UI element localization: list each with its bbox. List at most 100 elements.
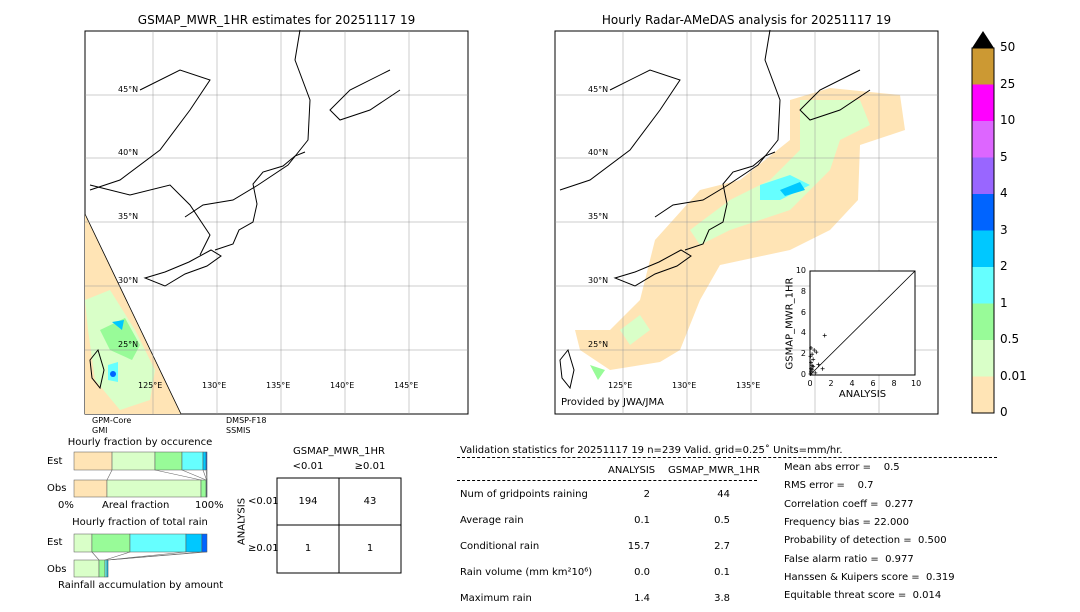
rain-obs-label: Obs <box>47 564 67 575</box>
colorbar-label: 0.01 <box>1000 368 1027 383</box>
scatter-ytick: 0 <box>800 370 806 379</box>
lon-label: 135°E <box>736 381 761 390</box>
bar-segment <box>73 533 93 553</box>
colorbar-segment <box>972 230 994 267</box>
lon-label: 145°E <box>394 381 419 390</box>
scatter-point <box>816 362 821 367</box>
connector-line <box>154 469 202 481</box>
stat-gsmap: 3.8 <box>714 593 730 604</box>
stat-label: Conditional rain <box>460 541 540 552</box>
colorbar-label: 50 <box>1000 40 1016 54</box>
row-axis-label: ANALYSIS <box>236 497 248 546</box>
satellite-2: DMSP-F18 SSMIS <box>226 416 267 435</box>
bar-segment <box>200 479 207 498</box>
colorbar-label: 10 <box>1000 113 1016 127</box>
lat-label: 45°N <box>588 85 609 94</box>
stat-gsmap: 44 <box>717 489 730 500</box>
occ-obs-label: Obs <box>47 483 67 494</box>
connector-line <box>202 469 207 481</box>
cell-0-0: 194 <box>298 496 318 507</box>
rain-xlabel: Rainfall accumulation by amount <box>58 580 224 591</box>
cell-1-1: 1 <box>366 543 374 554</box>
satellite-1: GPM-Core GMI <box>92 416 132 435</box>
colorbar-label: 5 <box>1000 149 1008 164</box>
lon-label: 125°E <box>608 381 633 390</box>
colorbar <box>971 31 995 414</box>
bar-segment <box>104 559 108 578</box>
scatter-xtick: 2 <box>828 379 834 388</box>
row-label-1: ≥0.01 <box>248 543 279 554</box>
connector-line <box>106 469 113 481</box>
lat-label: 25°N <box>588 340 609 349</box>
connector-line <box>108 551 208 561</box>
scatter-point <box>811 364 816 369</box>
scatter-xtick: 10 <box>911 379 922 388</box>
scatter-ytick: 10 <box>795 266 806 275</box>
colorbar-label: 1 <box>1000 295 1008 310</box>
score-line: Probability of detection = 0.500 <box>784 535 947 547</box>
rain-est-label: Est <box>47 537 63 548</box>
colorbar-segment <box>972 303 994 340</box>
lat-label: 30°N <box>588 276 609 285</box>
occ-xlabel: Areal fraction <box>102 500 170 511</box>
colorbar-segment <box>972 194 994 231</box>
colorbar-label: 0.5 <box>1000 332 1020 346</box>
connector-line <box>91 551 100 561</box>
score-line: Correlation coeff = 0.277 <box>784 498 914 510</box>
score-line: Frequency bias = 22.000 <box>784 516 910 528</box>
colorbar-segment <box>972 376 994 413</box>
scatter-point <box>809 345 814 350</box>
cell-1-0: 1 <box>304 543 312 554</box>
scatter-ytick: 6 <box>800 307 806 317</box>
colorbar-label: 25 <box>1000 76 1016 91</box>
colorbar-segment <box>972 84 994 121</box>
stat-analysis: 0.1 <box>634 515 650 526</box>
stat-gsmap: 0.1 <box>714 567 730 578</box>
colorbar-label: 3 <box>1000 222 1008 237</box>
row-label-0: <0.01 <box>248 496 279 507</box>
connector-line <box>181 469 207 481</box>
col-label-1: ≥0.01 <box>354 461 386 472</box>
colorbar-label: 2 <box>1000 259 1008 273</box>
lon-label: 130°E <box>672 381 697 390</box>
scatter-point <box>820 366 825 371</box>
bar-segment <box>111 451 156 471</box>
scatter-point <box>812 348 817 353</box>
lat-label: 30°N <box>118 276 139 285</box>
occurrence-title: Hourly fraction by occurence <box>67 437 213 448</box>
lat-label: 45°N <box>118 85 139 94</box>
stat-analysis: 1.4 <box>634 593 650 604</box>
colorbar-label: 4 <box>1000 186 1008 200</box>
stat-gsmap: 2.7 <box>714 541 730 552</box>
left-map-title: GSMAP_MWR_1HR estimates for 20251117 19 <box>137 13 416 27</box>
lon-label: 135°E <box>266 381 291 390</box>
score-line: False alarm ratio = 0.977 <box>784 553 914 565</box>
colorbar-label: 0 <box>1000 405 1008 419</box>
right-map-title: Hourly Radar-AMeDAS analysis for 2025111… <box>601 13 892 27</box>
colorbar-segment <box>972 340 994 377</box>
contingency-title: GSMAP_MWR_1HR <box>293 446 385 457</box>
stat-analysis: 15.7 <box>627 541 650 552</box>
bar-segment <box>154 451 183 471</box>
scatter-point <box>811 357 816 362</box>
stat-label: Num of gridpoints raining <box>460 489 588 500</box>
scatter-xtick: 6 <box>870 379 876 388</box>
bar-segment <box>205 451 208 471</box>
score-line: Hanssen & Kuipers score = 0.319 <box>784 571 955 583</box>
scatter-ytick: 2 <box>800 349 806 359</box>
connector-line <box>106 551 187 561</box>
scatter-point <box>809 360 814 365</box>
scatter-point <box>810 367 815 372</box>
bar-segment <box>98 559 106 578</box>
left-map <box>84 29 469 415</box>
scatter-point <box>810 352 815 357</box>
bar-segment <box>106 479 202 498</box>
bar-segment <box>185 533 203 553</box>
colorbar-segment <box>972 157 994 194</box>
lat-label: 35°N <box>118 212 139 221</box>
scatter-xtick: 8 <box>891 379 897 388</box>
lat-label: 40°N <box>118 148 139 157</box>
bar-segment <box>129 533 187 553</box>
scatter-point <box>808 371 813 376</box>
